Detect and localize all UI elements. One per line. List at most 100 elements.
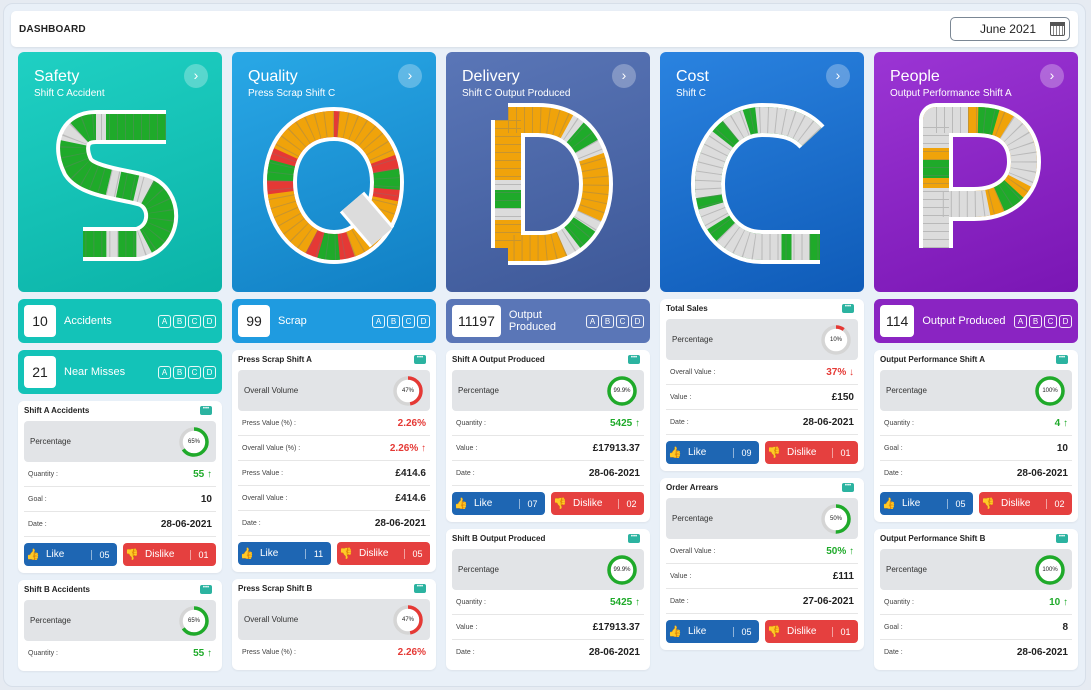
comment-icon[interactable]: ••• [1056,355,1068,364]
shift-toggle-b[interactable]: B [173,365,186,379]
hero-card-people[interactable]: People Output Performance Shift A › [874,52,1078,292]
percentage-panel: Percentage 100% [880,370,1072,411]
row-value-wrap: 28-06-2021 [375,518,426,529]
shift-toggle-d[interactable]: D [631,314,644,328]
kpi-quality-0[interactable]: 99 Scrap A B C D [232,299,436,343]
feedback-buttons: 👍 Like 05 👎 Dislike 01 [666,620,858,643]
shift-toggle-a[interactable]: A [1014,314,1027,328]
row-value-wrap: 28-06-2021 [161,519,212,530]
row-value-wrap: 37% ↓ [826,367,854,378]
shift-toggle-c[interactable]: C [188,314,201,328]
detail-row: Goal : 8 [880,615,1072,640]
comment-icon[interactable]: ••• [628,355,640,364]
shift-toggle-b[interactable]: B [173,314,186,328]
arrow-up-icon: ↑ [418,442,426,454]
like-button[interactable]: 👍 Like 07 [452,492,545,515]
shift-toggle-b[interactable]: B [1029,314,1042,328]
comment-icon[interactable]: ••• [200,406,212,415]
kpi-safety-1[interactable]: 21 Near Misses A B C D [18,350,222,394]
percentage-label: Percentage [886,565,927,574]
like-button[interactable]: 👍 Like 11 [238,542,331,565]
comment-icon[interactable]: ••• [414,584,426,593]
like-button[interactable]: 👍 Like 05 [666,620,759,643]
comment-icon[interactable]: ••• [200,585,212,594]
thumbs-down-icon: 👎 [767,626,781,638]
row-value: 28-06-2021 [160,518,212,530]
chevron-right-icon[interactable]: › [398,64,422,88]
comment-icon[interactable]: ••• [414,355,426,364]
percentage-label: Overall Volume [244,386,299,395]
chevron-right-icon[interactable]: › [826,64,850,88]
dislike-button[interactable]: 👎 Dislike 05 [337,542,430,565]
dislike-button[interactable]: 👎 Dislike 01 [123,543,216,566]
progress-ring-value: 99.9% [613,387,631,394]
chevron-right-icon[interactable]: › [1040,64,1064,88]
comment-icon[interactable]: ••• [628,534,640,543]
shift-toggle-a[interactable]: A [158,314,171,328]
dislike-button[interactable]: 👎 Dislike 02 [551,492,644,515]
shift-toggle-c[interactable]: C [402,314,415,328]
percentage-panel: Percentage 99.9% [452,370,644,411]
progress-ring-value: 47% [401,387,414,394]
metric-card: Shift A Accidents ••• Percentage 65% Quanti… [18,401,222,573]
shift-toggle-d[interactable]: D [203,314,216,328]
dislike-button[interactable]: 👎 Dislike 01 [765,620,858,643]
shift-toggle-d[interactable]: D [417,314,430,328]
hero-title: Delivery [462,68,520,85]
kpi-delivery-0[interactable]: 11197 Output Produced A B C D [446,299,650,343]
shift-toggle-b[interactable]: B [387,314,400,328]
comment-icon[interactable]: ••• [842,304,854,313]
metric-card: Press Scrap Shift A ••• Overall Volume 47%… [232,350,436,572]
kpi-safety-0[interactable]: 10 Accidents A B C D [18,299,222,343]
comment-icon[interactable]: ••• [842,483,854,492]
hero-card-cost[interactable]: Cost Shift C › [660,52,864,292]
like-button[interactable]: 👍 Like 05 [24,543,117,566]
like-label: Like [688,447,707,458]
like-button[interactable]: 👍 Like 09 [666,441,759,464]
calendar-icon[interactable] [1050,22,1065,36]
row-label: Date : [242,519,261,527]
hero-card-delivery[interactable]: Delivery Shift C Output Produced › [446,52,650,292]
kpi-label: Near Misses [64,366,126,378]
shift-toggle-c[interactable]: C [1044,314,1057,328]
chevron-right-icon[interactable]: › [612,64,636,88]
like-label: Like [46,549,65,560]
thumbs-down-icon: 👎 [339,548,353,560]
row-value: 37% [826,366,847,378]
like-button[interactable]: 👍 Like 05 [880,492,973,515]
shift-toggle-a[interactable]: A [586,314,599,328]
row-value-wrap: 5425 ↑ [610,418,640,429]
kpi-people-0[interactable]: 114 Output Produced A B C D [874,299,1078,343]
dislike-label: Dislike [1001,498,1031,509]
row-value-wrap: £111 [833,571,854,582]
hero-card-quality[interactable]: Quality Press Scrap Shift C › [232,52,436,292]
comment-icon[interactable]: ••• [1056,534,1068,543]
dislike-label: Dislike [145,549,175,560]
shift-toggle-a[interactable]: A [372,314,385,328]
dislike-button[interactable]: 👎 Dislike 02 [979,492,1072,515]
row-label: Goal : [884,444,903,452]
shift-toggle-c[interactable]: C [188,365,201,379]
row-value: £111 [832,570,854,582]
shift-toggle-b[interactable]: B [601,314,614,328]
row-value-wrap: 4 ↑ [1055,418,1068,429]
column-safety: Safety Shift C Accident › 10 Accidents A B C D 21… [18,52,222,671]
detail-row: Date : 28-06-2021 [880,461,1072,486]
metric-card: Shift B Output Produced ••• Percentage 99.… [446,529,650,670]
card-title: Shift B Accidents [24,585,90,594]
metric-card: Press Scrap Shift B ••• Overall Volume 47%… [232,579,436,670]
row-label: Press Value (%) : [242,649,296,656]
shift-toggle-c[interactable]: C [616,314,629,328]
kpi-label: Output Produced [508,309,556,333]
month-picker[interactable]: June 2021 [950,17,1070,41]
row-value: 28-06-2021 [374,517,426,529]
row-label: Value : [670,393,692,401]
shift-toggle-d[interactable]: D [203,365,216,379]
shift-toggle-d[interactable]: D [1059,314,1072,328]
dislike-button[interactable]: 👎 Dislike 01 [765,441,858,464]
shift-toggle-a[interactable]: A [158,365,171,379]
row-value-wrap: £150 [832,392,854,403]
hero-card-safety[interactable]: Safety Shift C Accident › [18,52,222,292]
chevron-right-icon[interactable]: › [184,64,208,88]
